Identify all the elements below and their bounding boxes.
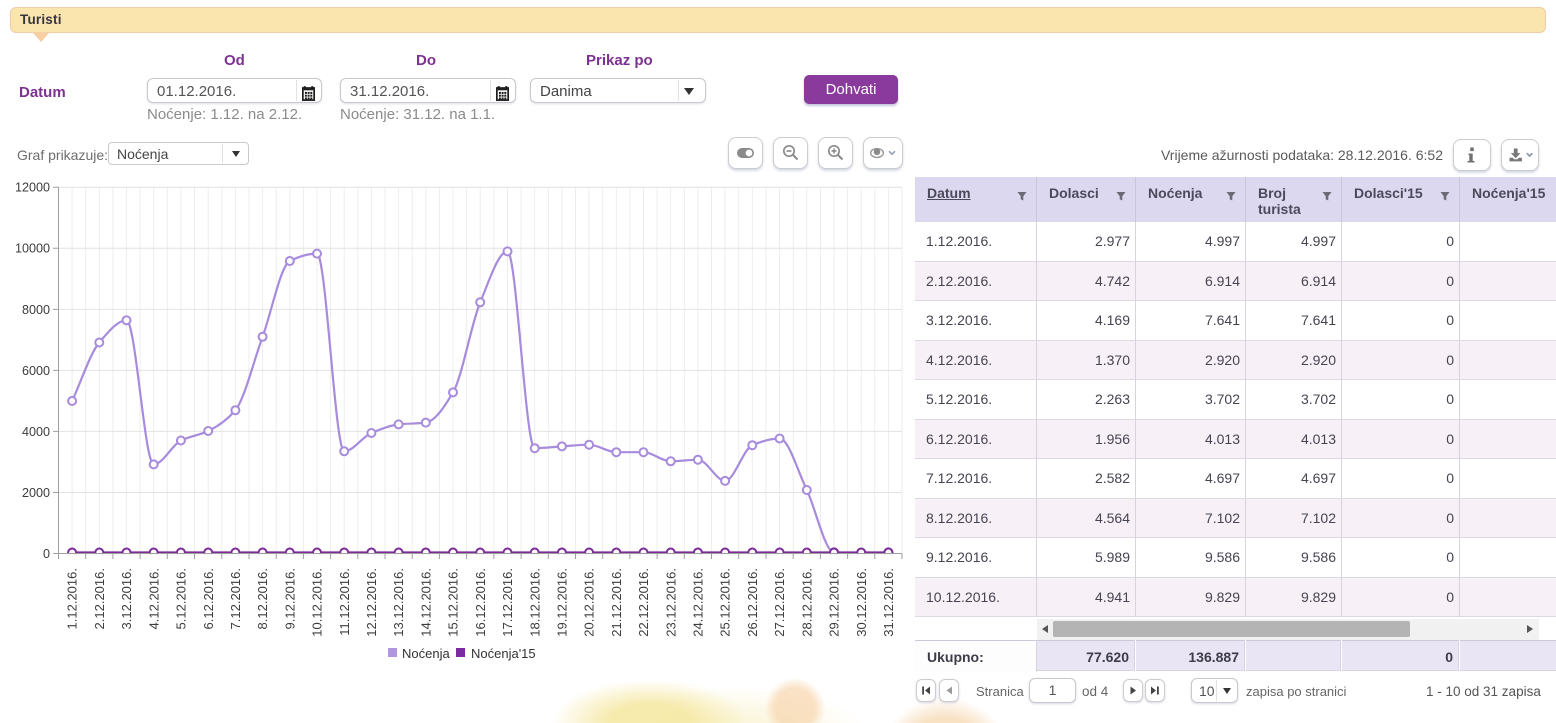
svg-text:26.12.2016.: 26.12.2016. — [745, 568, 760, 637]
svg-text:29.12.2016.: 29.12.2016. — [827, 568, 842, 637]
svg-text:31.12.2016.: 31.12.2016. — [881, 568, 896, 637]
svg-text:15.12.2016.: 15.12.2016. — [446, 568, 461, 637]
svg-text:4000: 4000 — [22, 425, 50, 439]
svg-text:27.12.2016.: 27.12.2016. — [772, 568, 787, 637]
svg-text:30.12.2016.: 30.12.2016. — [854, 568, 869, 637]
svg-text:9.12.2016.: 9.12.2016. — [282, 568, 297, 629]
svg-text:12000: 12000 — [15, 181, 50, 195]
svg-text:7.12.2016.: 7.12.2016. — [228, 568, 243, 629]
svg-text:2000: 2000 — [22, 486, 50, 500]
svg-text:8000: 8000 — [22, 303, 50, 317]
svg-text:24.12.2016.: 24.12.2016. — [691, 568, 706, 637]
svg-text:16.12.2016.: 16.12.2016. — [473, 568, 488, 637]
svg-text:23.12.2016.: 23.12.2016. — [663, 568, 678, 637]
svg-text:1.12.2016.: 1.12.2016. — [65, 568, 80, 629]
svg-text:11.12.2016.: 11.12.2016. — [337, 568, 352, 636]
svg-text:21.12.2016.: 21.12.2016. — [609, 568, 624, 637]
svg-text:25.12.2016.: 25.12.2016. — [718, 568, 733, 637]
svg-text:28.12.2016.: 28.12.2016. — [799, 568, 814, 637]
svg-text:6000: 6000 — [22, 364, 50, 378]
svg-text:17.12.2016.: 17.12.2016. — [500, 568, 515, 637]
svg-text:5.12.2016.: 5.12.2016. — [174, 568, 189, 629]
svg-text:18.12.2016.: 18.12.2016. — [527, 568, 542, 637]
svg-text:8.12.2016.: 8.12.2016. — [255, 568, 270, 629]
svg-text:19.12.2016.: 19.12.2016. — [555, 568, 570, 637]
svg-text:13.12.2016.: 13.12.2016. — [391, 568, 406, 637]
svg-text:2.12.2016.: 2.12.2016. — [92, 568, 107, 629]
svg-text:3.12.2016.: 3.12.2016. — [119, 568, 134, 629]
svg-text:12.12.2016.: 12.12.2016. — [364, 568, 379, 637]
svg-text:10.12.2016.: 10.12.2016. — [310, 568, 325, 637]
svg-text:0: 0 — [43, 547, 50, 561]
svg-text:14.12.2016.: 14.12.2016. — [418, 568, 433, 637]
svg-text:10000: 10000 — [15, 242, 50, 256]
svg-text:6.12.2016.: 6.12.2016. — [201, 568, 216, 629]
svg-text:22.12.2016.: 22.12.2016. — [636, 568, 651, 637]
svg-text:20.12.2016.: 20.12.2016. — [582, 568, 597, 637]
svg-text:4.12.2016.: 4.12.2016. — [146, 568, 161, 629]
